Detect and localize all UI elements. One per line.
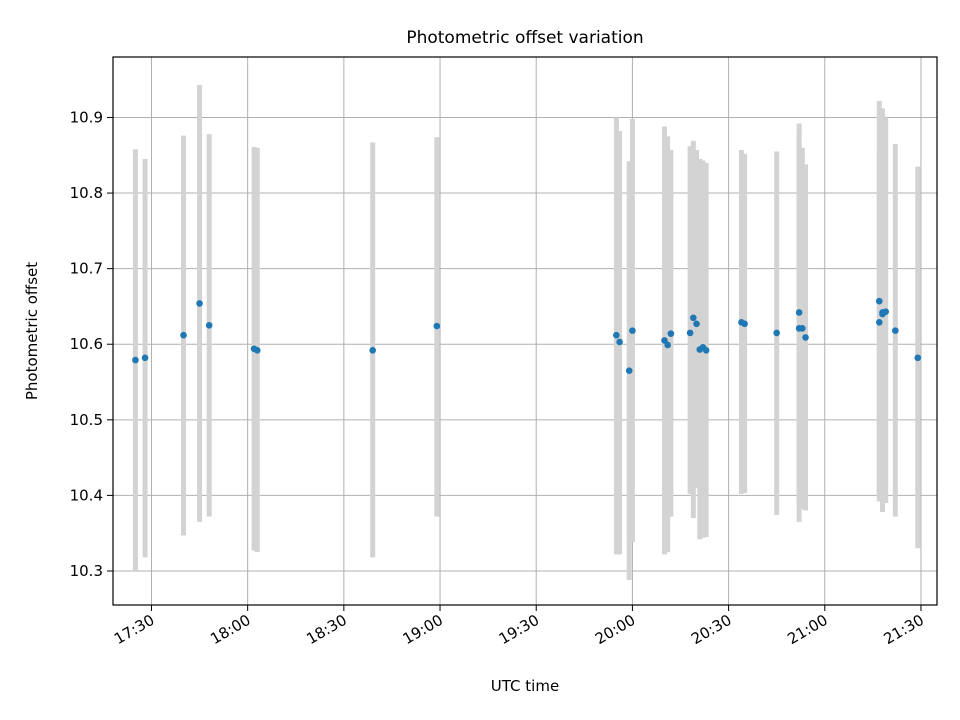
grid-layer — [113, 57, 937, 605]
data-point — [914, 354, 922, 362]
data-point — [433, 322, 441, 330]
data-point — [667, 330, 675, 337]
data-point — [802, 334, 809, 341]
data-point-layer — [132, 297, 922, 374]
x-axis-ticks: 17:30 18:00 18:30 19:00 19:30 20:00 20:30 21:00… — [111, 605, 927, 648]
data-point — [799, 325, 806, 332]
data-point — [741, 320, 748, 328]
x-tick-label: 17:30 — [111, 611, 157, 648]
error-bar-layer — [132, 84, 921, 581]
data-point — [616, 338, 623, 346]
data-point — [180, 331, 187, 339]
data-point — [795, 309, 803, 316]
y-tick-label: 10.9 — [70, 108, 103, 126]
data-point — [686, 329, 694, 337]
data-point — [253, 346, 261, 354]
data-point — [882, 308, 890, 316]
data-point — [629, 327, 636, 334]
x-tick-label: 21:30 — [881, 611, 927, 648]
x-tick-label: 20:00 — [592, 611, 638, 648]
data-point — [702, 346, 710, 354]
y-axis-ticks: 10.3 10.4 10.5 10.6 10.7 10.8 10.9 — [70, 108, 113, 580]
data-point — [132, 356, 139, 364]
data-point — [196, 300, 203, 307]
y-tick-label: 10.3 — [70, 562, 103, 580]
y-tick-label: 10.5 — [70, 411, 103, 429]
x-tick-label: 18:30 — [303, 611, 349, 648]
data-point — [690, 314, 697, 322]
data-point — [875, 297, 883, 305]
data-point — [875, 319, 883, 326]
data-point — [141, 354, 149, 362]
x-tick-label: 20:30 — [688, 611, 734, 648]
x-tick-label: 19:00 — [400, 611, 446, 648]
x-axis-label: UTC time — [491, 677, 559, 695]
data-point — [613, 331, 620, 339]
y-tick-label: 10.4 — [70, 486, 103, 504]
data-point — [693, 320, 700, 328]
data-point — [369, 346, 377, 354]
chart-title: Photometric offset variation — [406, 28, 643, 48]
data-point — [664, 341, 671, 349]
data-point — [205, 322, 213, 329]
data-point — [892, 327, 899, 334]
y-axis-label: Photometric offset — [23, 262, 41, 400]
y-tick-label: 10.6 — [70, 335, 103, 353]
x-tick-label: 21:00 — [784, 611, 830, 648]
data-point — [773, 329, 780, 337]
y-tick-label: 10.8 — [70, 184, 103, 202]
plot-frame — [112, 56, 938, 606]
x-tick-label: 18:00 — [207, 611, 253, 648]
y-tick-label: 10.7 — [70, 260, 103, 278]
data-point — [625, 367, 633, 374]
x-tick-label: 19:30 — [496, 611, 542, 648]
